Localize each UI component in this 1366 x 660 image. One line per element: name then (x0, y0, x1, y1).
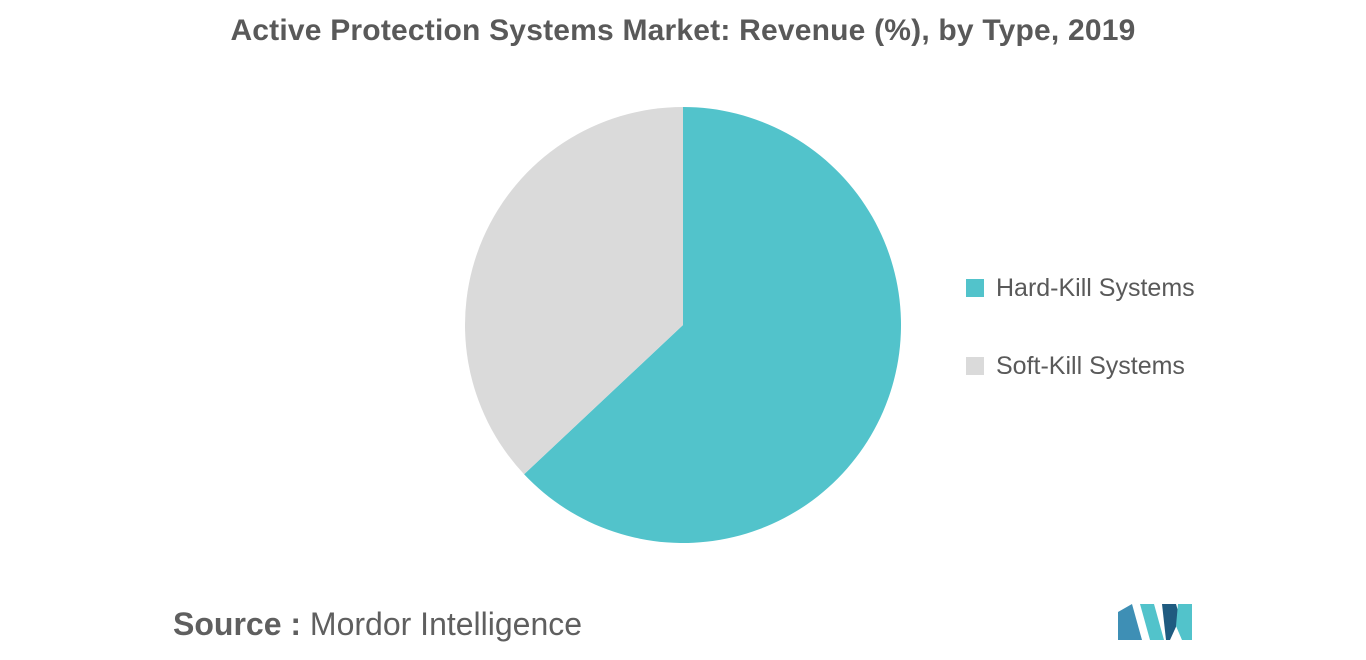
source-label: Source : (173, 606, 302, 642)
legend-label-hard-kill: Hard-Kill Systems (996, 273, 1195, 302)
chart-title: Active Protection Systems Market: Revenu… (230, 14, 1136, 47)
pie-slice-soft-kill-systems (465, 107, 683, 475)
legend: Hard-Kill Systems Soft-Kill Systems (966, 268, 1195, 424)
logo-svg (1118, 604, 1192, 640)
legend-item-soft-kill: Soft-Kill Systems (966, 346, 1195, 386)
mordor-intelligence-logo-icon (1118, 604, 1192, 640)
legend-label-soft-kill: Soft-Kill Systems (996, 351, 1185, 380)
legend-swatch-soft-kill (966, 357, 984, 375)
logo-shape-middle (1140, 604, 1164, 640)
source-line: Source : Mordor Intelligence (173, 606, 582, 643)
logo-shape-right-a (1162, 604, 1180, 640)
legend-swatch-hard-kill (966, 279, 984, 297)
legend-item-hard-kill: Hard-Kill Systems (966, 268, 1195, 308)
source-value: Mordor Intelligence (309, 606, 583, 642)
logo-shape-left (1118, 604, 1142, 640)
pie-slice-hard-kill-systems (524, 107, 901, 543)
logo-shape-right-b (1176, 604, 1192, 640)
